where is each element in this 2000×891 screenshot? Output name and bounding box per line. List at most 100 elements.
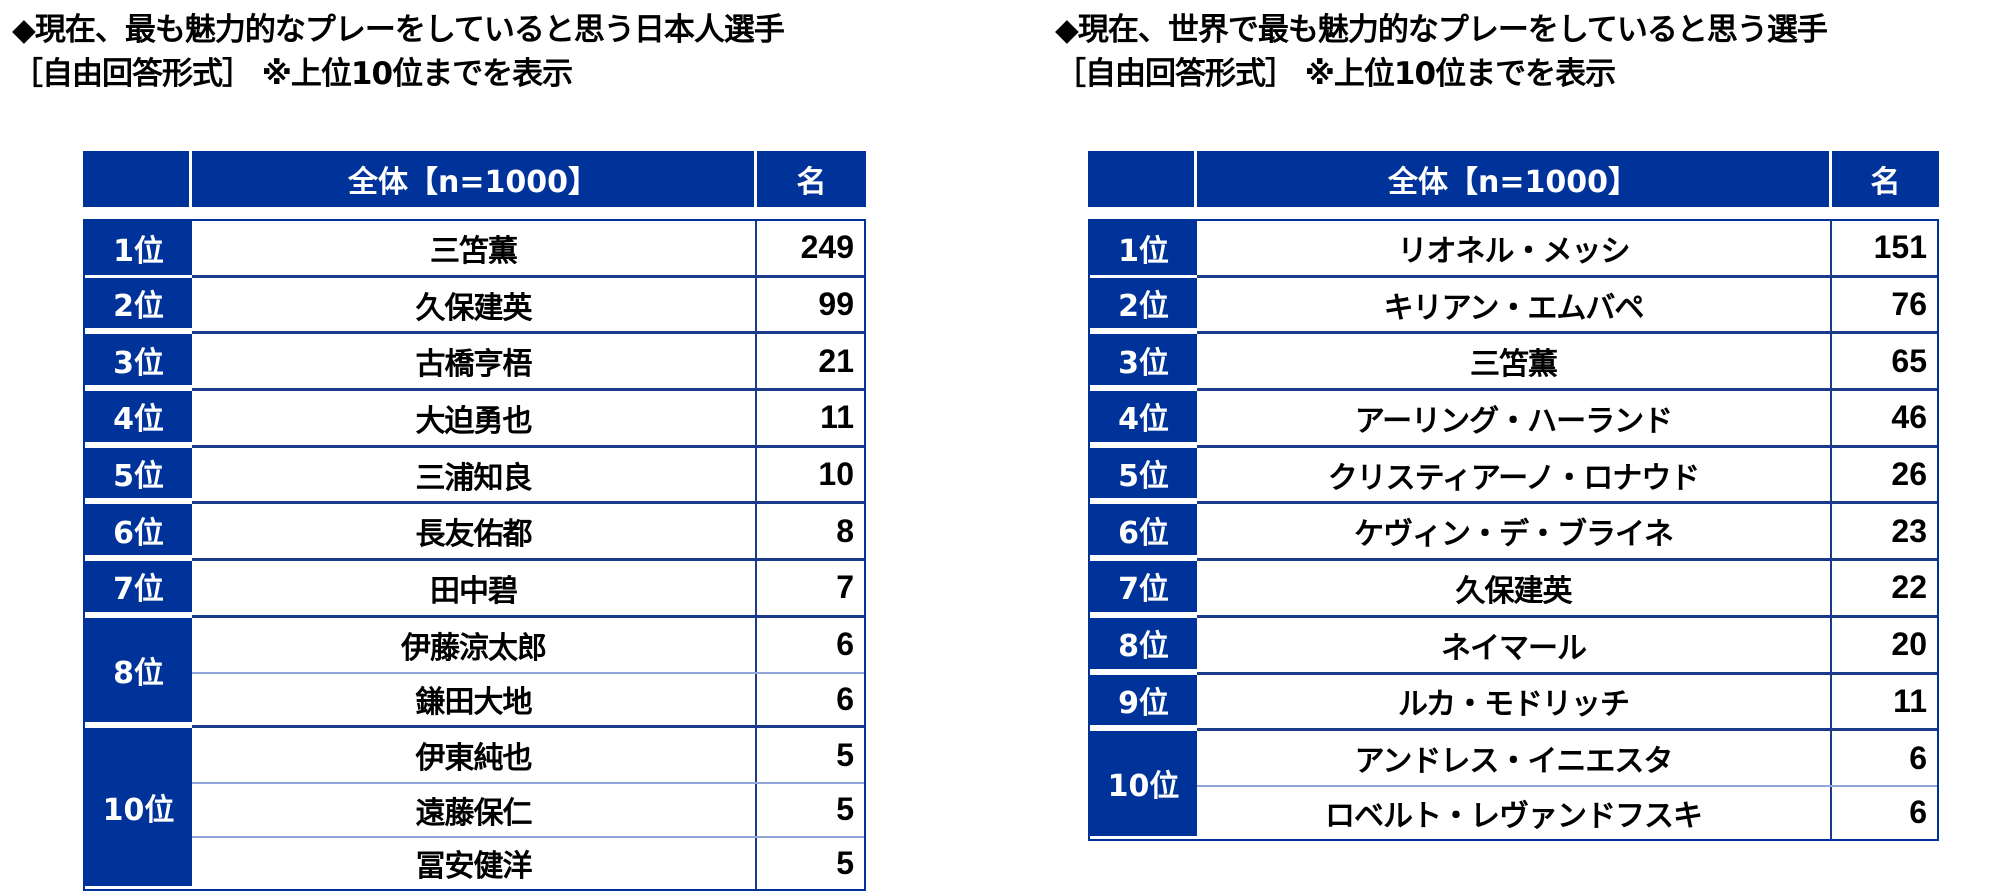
player-name: クリスティアーノ・ロナウド [1197,447,1832,502]
player-name: ネイマール [1197,617,1832,672]
rank-group: 2位 キリアン・エムバペ 76 [1090,274,1937,332]
player-name: 田中碧 [192,561,757,615]
mention-count: 5 [836,736,854,773]
table-body: 1位 三笘薫 249 2位 久保建英 99 3位 古橋亨梧 21 4位 大迫勇也 11 5位 三浦知良 10… [83,219,866,891]
mention-count: 5 [836,791,854,828]
rank-group: 4位 アーリング・ハーランド 46 [1090,388,1937,445]
rank-group: 3位 古橋亨梧 21 [85,331,864,389]
table-row: キリアン・エムバペ 76 [1197,277,1937,332]
rank-group: 6位 ケヴィン・デ・ブライネ 23 [1090,501,1937,559]
table-row: ルカ・モドリッチ 11 [1197,674,1937,729]
player-name: ケヴィン・デ・ブライネ [1197,504,1832,559]
player-name: 三浦知良 [192,447,757,502]
mention-count: 22 [1891,569,1927,606]
table-row: 古橋亨梧 21 [192,334,864,389]
rank-cell: 5位 [85,444,192,499]
mention-count: 6 [1909,794,1927,831]
mention-count: 6 [1909,739,1927,776]
rank-cell: 9位 [1090,671,1197,726]
player-name: 三笘薫 [1197,334,1832,389]
player-name: リオネル・メッシ [1197,221,1832,275]
player-name: 古橋亨梧 [192,334,757,389]
table-row: 伊藤涼太郎 6 [192,617,864,672]
rank-cell: 4位 [85,388,192,442]
mention-count: 6 [836,680,854,717]
mention-count: 23 [1891,512,1927,549]
header-count-unit: 名 [1870,165,1901,200]
player-name: 久保建英 [1197,561,1832,615]
rank-cell: 8位 [85,614,192,723]
rank-cell: 1位 [1090,221,1197,275]
mention-count: 76 [1891,286,1927,323]
right-title-question: ◆現在、世界で最も魅力的なプレーをしていると思う選手 [1055,12,1828,48]
rank-cell: 1位 [85,221,192,275]
player-name: 冨安健洋 [192,837,757,890]
header-count-unit: 名 [796,165,827,200]
player-name: 三笘薫 [192,221,757,275]
rank-cell: 2位 [1090,274,1197,329]
rank-group: 7位 田中碧 7 [85,558,864,615]
mention-count: 151 [1873,229,1927,266]
rank-group: 9位 ルカ・モドリッチ 11 [1090,671,1937,729]
mention-count: 99 [818,286,854,323]
rank-cell: 10位 [85,725,192,887]
player-name: 久保建英 [192,277,757,332]
header-rank-cell [83,151,192,207]
table-row: クリスティアーノ・ロナウド 26 [1197,447,1937,502]
left-title-note: ［自由回答形式］ ※上位10位までを表示 [12,56,573,92]
table-row: 三笘薫 65 [1197,334,1937,389]
mention-count: 20 [1891,626,1927,663]
table-row: 鎌田大地 6 [192,671,864,726]
rank-group: 6位 長友佑都 8 [85,501,864,559]
rank-cell: 3位 [85,331,192,386]
left-title: ◆現在、最も魅力的なプレーをしていると思う日本人選手 ［自由回答形式］ ※上位1… [12,8,785,96]
table-row: 伊東純也 5 [192,728,864,782]
player-name: 長友佑都 [192,504,757,559]
left-title-question: ◆現在、最も魅力的なプレーをしていると思う日本人選手 [12,12,785,48]
rank-cell: 3位 [1090,331,1197,386]
table-row: 田中碧 7 [192,561,864,615]
header-sample-label: 全体【n=1000】 [192,151,757,207]
rank-group: 8位 伊藤涼太郎 6 鎌田大地 6 [85,614,864,726]
rank-group: 3位 三笘薫 65 [1090,331,1937,389]
right-title-note: ［自由回答形式］ ※上位10位までを表示 [1055,56,1616,92]
player-name: 遠藤保仁 [192,783,757,836]
rank-cell: 7位 [1090,558,1197,612]
player-name: 伊東純也 [192,728,757,782]
rank-cell: 6位 [1090,501,1197,556]
right-title: ◆現在、世界で最も魅力的なプレーをしていると思う選手 ［自由回答形式］ ※上位1… [1055,8,1828,96]
rank-group: 10位 伊東純也 5 遠藤保仁 5 冨安健洋 5 [85,725,864,890]
player-name: ロベルト・レヴァンドフスキ [1197,786,1832,839]
player-name: 伊藤涼太郎 [192,617,757,672]
player-name: ルカ・モドリッチ [1197,674,1832,729]
table-row: アーリング・ハーランド 46 [1197,391,1937,445]
table-row: 遠藤保仁 5 [192,781,864,836]
table-row: 長友佑都 8 [192,504,864,559]
rank-cell: 8位 [1090,614,1197,669]
rank-cell: 5位 [1090,444,1197,499]
rank-group: 7位 久保建英 22 [1090,558,1937,615]
player-name: 鎌田大地 [192,673,757,726]
mention-count: 6 [836,626,854,663]
table-header: 全体【n=1000】 名 [1088,151,1939,207]
rank-cell: 6位 [85,501,192,556]
table-row: 三笘薫 249 [192,221,864,275]
table-row: 冨安健洋 5 [192,835,864,890]
mention-count: 46 [1891,399,1927,436]
mention-count: 65 [1891,342,1927,379]
table-row: リオネル・メッシ 151 [1197,221,1937,275]
player-name: アンドレス・イニエスタ [1197,731,1832,785]
table-row: 久保建英 22 [1197,561,1937,615]
rank-group: 4位 大迫勇也 11 [85,388,864,445]
rank-group: 5位 クリスティアーノ・ロナウド 26 [1090,444,1937,502]
table-row: 三浦知良 10 [192,447,864,502]
rank-group: 8位 ネイマール 20 [1090,614,1937,672]
table-header: 全体【n=1000】 名 [83,151,866,207]
mention-count: 26 [1891,456,1927,493]
rank-cell: 7位 [85,558,192,612]
mention-count: 249 [800,229,854,266]
mention-count: 21 [818,342,854,379]
rank-group: 5位 三浦知良 10 [85,444,864,502]
rank-group: 2位 久保建英 99 [85,274,864,332]
rank-cell: 4位 [1090,388,1197,442]
